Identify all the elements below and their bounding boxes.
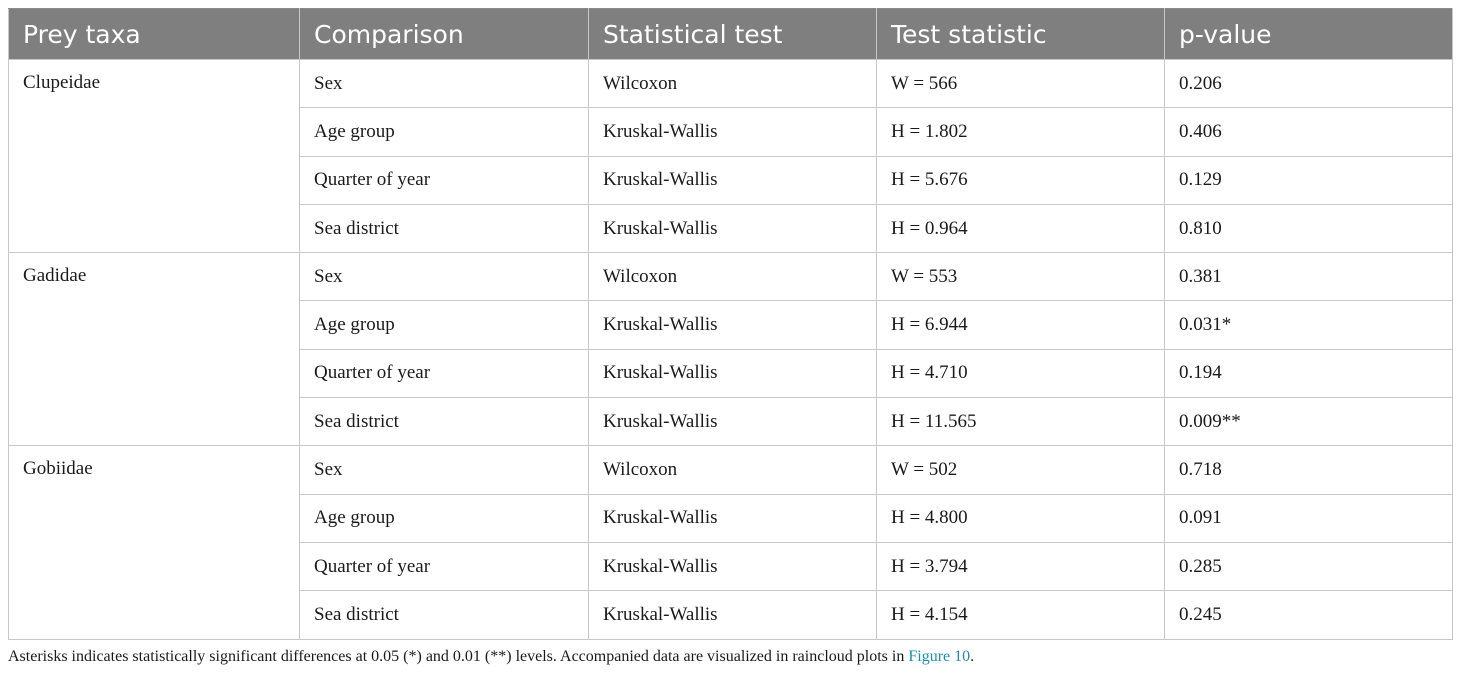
- test-cell: Kruskal-Wallis: [588, 590, 877, 640]
- statistic-cell: W = 502: [876, 445, 1165, 495]
- table-row: Sea district Kruskal-Wallis H = 0.964 0.…: [9, 203, 1453, 254]
- table-row: Quarter of year Kruskal-Wallis H = 5.676…: [9, 155, 1453, 205]
- table-row: Sea district Kruskal-Wallis H = 4.154 0.…: [9, 590, 1453, 640]
- footnote-text: Asterisks indicates statistically signif…: [8, 648, 909, 665]
- taxa-cell-clupeidae: Clupeidae: [8, 58, 300, 254]
- p-value-cell: 0.718: [1164, 445, 1453, 495]
- results-table-container: Prey taxa Comparison Statistical test Te…: [8, 8, 1453, 640]
- statistic-cell: H = 3.794: [876, 541, 1165, 592]
- statistical-results-table: Prey taxa Comparison Statistical test Te…: [8, 8, 1453, 640]
- comparison-cell: Sex: [299, 252, 589, 302]
- table-row: Gobiidae Sex Wilcoxon W = 502 0.718: [8, 445, 1453, 640]
- p-value-cell: 0.129: [1164, 155, 1453, 205]
- comparison-cell: Sea district: [299, 397, 589, 447]
- p-value-cell: 0.285: [1164, 541, 1453, 592]
- p-value-cell: 0.031*: [1164, 300, 1453, 350]
- p-value-cell: 0.091: [1164, 493, 1453, 543]
- test-cell: Kruskal-Wallis: [588, 155, 877, 205]
- table-row: Quarter of year Kruskal-Wallis H = 3.794…: [9, 541, 1453, 592]
- comparison-cell: Quarter of year: [299, 541, 589, 592]
- table-row: Sea district Kruskal-Wallis H = 11.565 0…: [9, 397, 1453, 447]
- statistic-cell: H = 4.800: [876, 493, 1165, 543]
- statistic-cell: H = 4.154: [876, 590, 1165, 640]
- test-cell: Kruskal-Wallis: [588, 397, 877, 447]
- table-row: Age group Kruskal-Wallis H = 6.944 0.031…: [9, 300, 1453, 350]
- test-cell: Kruskal-Wallis: [588, 203, 877, 254]
- test-cell: Wilcoxon: [588, 58, 877, 109]
- table-row: Gadidae Sex Wilcoxon W = 553 0.381: [8, 252, 1453, 447]
- statistic-cell: W = 553: [876, 252, 1165, 302]
- test-cell: Kruskal-Wallis: [588, 348, 877, 399]
- taxa-cell-gadidae: Gadidae: [8, 252, 300, 447]
- table-row: Clupeidae Sex Wilcoxon W = 566 0.206: [8, 58, 1453, 254]
- p-value-cell: 0.406: [1164, 107, 1453, 157]
- p-value-cell: 0.810: [1164, 203, 1453, 254]
- statistic-cell: W = 566: [876, 58, 1165, 109]
- footnote-end: .: [970, 648, 975, 665]
- comparison-cell: Sex: [299, 58, 589, 109]
- table-body: Clupeidae Sex Wilcoxon W = 566 0.206 Age…: [8, 58, 1453, 640]
- p-value-cell: 0.009**: [1164, 397, 1453, 447]
- test-cell: Kruskal-Wallis: [588, 107, 877, 157]
- header-row: Prey taxa Comparison Statistical test Te…: [8, 8, 1453, 60]
- table-row: Age group Kruskal-Wallis H = 1.802 0.406: [9, 107, 1453, 157]
- statistic-cell: H = 5.676: [876, 155, 1165, 205]
- comparison-cell: Quarter of year: [299, 155, 589, 205]
- statistic-cell: H = 0.964: [876, 203, 1165, 254]
- table-row: Age group Kruskal-Wallis H = 4.800 0.091: [9, 493, 1453, 543]
- header-comparison: Comparison: [299, 8, 589, 60]
- table-header: Prey taxa Comparison Statistical test Te…: [8, 8, 1453, 60]
- comparison-cell: Age group: [299, 493, 589, 543]
- statistic-cell: H = 4.710: [876, 348, 1165, 399]
- figure-10-link[interactable]: Figure 10: [908, 648, 971, 665]
- comparison-cell: Quarter of year: [299, 348, 589, 399]
- test-cell: Wilcoxon: [588, 252, 877, 302]
- header-test-statistic: Test statistic: [876, 8, 1165, 60]
- test-cell: Kruskal-Wallis: [588, 541, 877, 592]
- comparison-cell: Sea district: [299, 203, 589, 254]
- header-p-value: p-value: [1164, 8, 1453, 60]
- table-row: Quarter of year Kruskal-Wallis H = 4.710…: [9, 348, 1453, 399]
- comparison-cell: Age group: [299, 107, 589, 157]
- p-value-cell: 0.245: [1164, 590, 1453, 640]
- comparison-cell: Sex: [299, 445, 589, 495]
- statistic-cell: H = 1.802: [876, 107, 1165, 157]
- header-statistical-test: Statistical test: [588, 8, 877, 60]
- statistic-cell: H = 6.944: [876, 300, 1165, 350]
- test-cell: Wilcoxon: [588, 445, 877, 495]
- table-footnote: Asterisks indicates statistically signif…: [8, 648, 974, 666]
- p-value-cell: 0.206: [1164, 58, 1453, 109]
- p-value-cell: 0.194: [1164, 348, 1453, 399]
- p-value-cell: 0.381: [1164, 252, 1453, 302]
- test-cell: Kruskal-Wallis: [588, 493, 877, 543]
- comparison-cell: Sea district: [299, 590, 589, 640]
- header-prey-taxa: Prey taxa: [8, 8, 300, 60]
- taxa-cell-gobiidae: Gobiidae: [8, 445, 300, 640]
- test-cell: Kruskal-Wallis: [588, 300, 877, 350]
- statistic-cell: H = 11.565: [876, 397, 1165, 447]
- comparison-cell: Age group: [299, 300, 589, 350]
